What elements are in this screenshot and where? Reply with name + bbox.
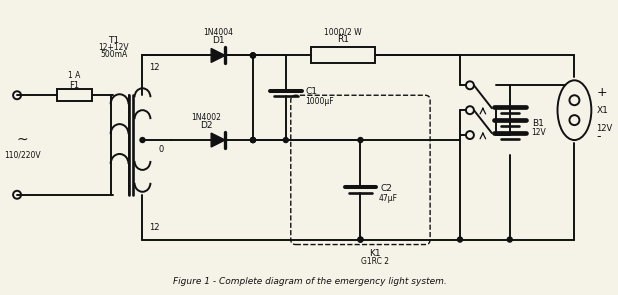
Text: C2: C2 (380, 184, 392, 193)
Circle shape (457, 237, 462, 242)
Text: 47µF: 47µF (378, 194, 397, 203)
Text: 12: 12 (149, 63, 159, 72)
Text: D2: D2 (200, 121, 213, 130)
Text: F1: F1 (69, 81, 79, 90)
Ellipse shape (557, 80, 591, 140)
Text: X1: X1 (596, 106, 608, 115)
Text: 0: 0 (159, 145, 164, 155)
Bar (311, 47, 375, 63)
Text: B1: B1 (531, 119, 543, 128)
Text: ~: ~ (16, 133, 28, 147)
Circle shape (250, 53, 255, 58)
Circle shape (507, 237, 512, 242)
Text: C1: C1 (306, 87, 318, 96)
Text: 1N4002: 1N4002 (191, 113, 221, 122)
Circle shape (358, 237, 363, 242)
Text: 1 A: 1 A (67, 71, 80, 80)
Text: K1: K1 (370, 249, 381, 258)
Text: R1: R1 (337, 35, 349, 44)
Circle shape (358, 137, 363, 142)
Text: 12+12V: 12+12V (98, 43, 129, 52)
Text: +: + (596, 86, 607, 99)
Text: 12V: 12V (596, 124, 612, 132)
Polygon shape (211, 133, 225, 147)
Text: 12V: 12V (531, 127, 546, 137)
Text: 1N4004: 1N4004 (203, 28, 233, 37)
Circle shape (250, 137, 255, 142)
Circle shape (250, 137, 255, 142)
Circle shape (250, 137, 255, 142)
Text: 110/220V: 110/220V (4, 150, 40, 160)
Circle shape (250, 53, 255, 58)
Text: 12: 12 (149, 223, 159, 232)
Text: 500mA: 500mA (100, 50, 127, 59)
Circle shape (358, 237, 363, 242)
Circle shape (250, 53, 255, 58)
Text: G1RC 2: G1RC 2 (362, 257, 389, 266)
Text: 1000µF: 1000µF (306, 97, 334, 106)
Circle shape (140, 137, 145, 142)
Circle shape (283, 137, 288, 142)
Text: D1: D1 (212, 36, 224, 45)
Text: -: - (596, 130, 601, 142)
Text: T1: T1 (108, 36, 119, 45)
Text: Figure 1 - Complete diagram of the emergency light system.: Figure 1 - Complete diagram of the emerg… (173, 277, 447, 286)
Bar (57, 89, 91, 101)
Text: 100Ω/2 W: 100Ω/2 W (324, 27, 362, 36)
Polygon shape (211, 48, 225, 63)
